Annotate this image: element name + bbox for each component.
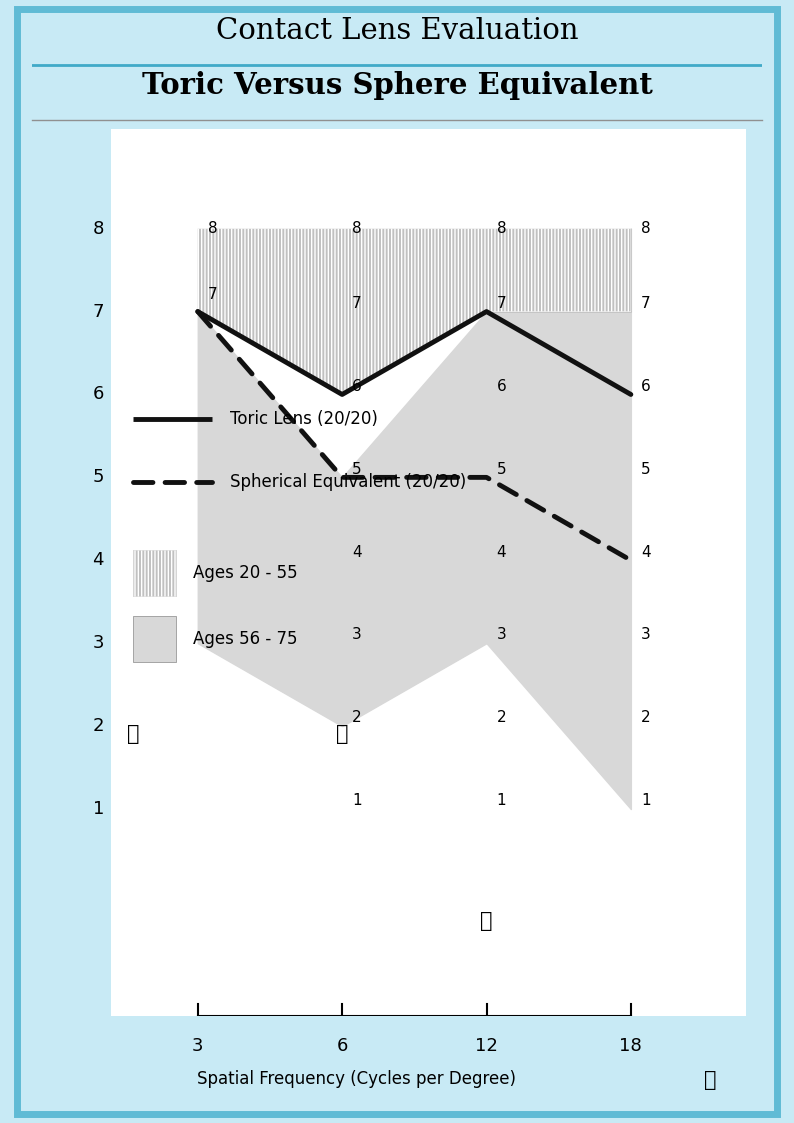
Text: 5: 5 [641, 462, 650, 476]
Bar [133, 550, 176, 595]
Text: 18: 18 [619, 1037, 642, 1054]
Text: Spherical Equivalent (20/20): Spherical Equivalent (20/20) [229, 473, 466, 491]
Text: 6: 6 [641, 378, 651, 394]
Text: Ⓓ: Ⓓ [704, 1070, 716, 1090]
Bar [133, 617, 176, 661]
Text: 3: 3 [92, 634, 104, 652]
Text: 2: 2 [92, 718, 104, 736]
Text: Ages 20 - 55: Ages 20 - 55 [194, 564, 298, 582]
Text: 8: 8 [641, 221, 650, 236]
Text: 4: 4 [92, 551, 104, 569]
Text: 7: 7 [641, 295, 650, 311]
Text: 2: 2 [353, 711, 362, 725]
Text: 8: 8 [208, 221, 218, 236]
Text: 6: 6 [353, 378, 362, 394]
Text: 8: 8 [353, 221, 362, 236]
Text: 6: 6 [93, 385, 104, 403]
Text: Ⓐ: Ⓐ [126, 724, 139, 745]
Text: Toric Versus Sphere Equivalent: Toric Versus Sphere Equivalent [141, 71, 653, 100]
Text: 7: 7 [353, 295, 362, 311]
Text: 5: 5 [496, 462, 507, 476]
Text: 4: 4 [353, 545, 362, 559]
Text: Ⓑ: Ⓑ [336, 724, 349, 745]
Text: 3: 3 [641, 628, 651, 642]
Text: 8: 8 [93, 220, 104, 238]
Text: 8: 8 [496, 221, 507, 236]
Text: 1: 1 [353, 793, 362, 809]
Text: 4: 4 [641, 545, 650, 559]
Text: 7: 7 [92, 302, 104, 320]
Text: 5: 5 [92, 468, 104, 486]
Text: 3: 3 [496, 628, 507, 642]
Text: 4: 4 [496, 545, 507, 559]
Text: 1: 1 [93, 800, 104, 818]
Text: 5: 5 [353, 462, 362, 476]
Text: 1: 1 [641, 793, 650, 809]
Text: 2: 2 [496, 711, 507, 725]
Text: 3: 3 [353, 628, 362, 642]
Text: 12: 12 [475, 1037, 498, 1054]
Text: Contact Lens Evaluation: Contact Lens Evaluation [216, 17, 578, 45]
Text: 6: 6 [337, 1037, 348, 1054]
Text: 6: 6 [496, 378, 507, 394]
Text: 7: 7 [208, 287, 218, 302]
Text: Ages 56 - 75: Ages 56 - 75 [194, 630, 298, 648]
Text: 1: 1 [496, 793, 507, 809]
Bar [133, 550, 176, 595]
Text: Spatial Frequency (Cycles per Degree): Spatial Frequency (Cycles per Degree) [197, 1070, 516, 1088]
Text: 7: 7 [496, 295, 507, 311]
Text: Ⓒ: Ⓒ [480, 911, 493, 931]
Text: 3: 3 [192, 1037, 203, 1054]
Text: Toric Lens (20/20): Toric Lens (20/20) [229, 410, 377, 428]
Text: 2: 2 [641, 711, 650, 725]
